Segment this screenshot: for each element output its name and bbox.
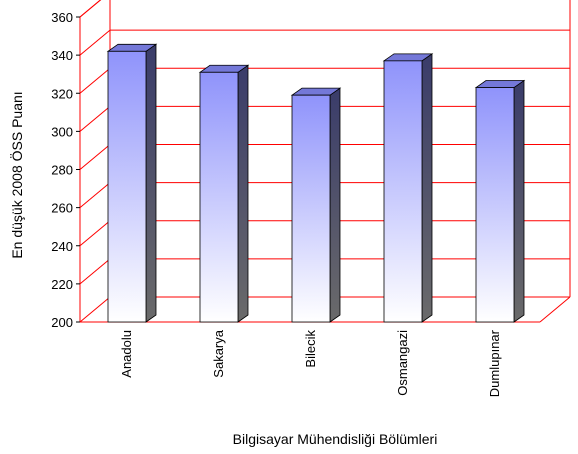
bar-side [329, 87, 341, 323]
bar-front [475, 87, 515, 323]
bar [382, 53, 434, 323]
bar-side [421, 53, 433, 323]
x-axis-title: Bilgisayar Mühendisliği Bölümleri [233, 431, 438, 447]
y-axis-title: En düşük 2008 ÖSS Puanı [8, 91, 25, 258]
bar-front [107, 50, 147, 323]
x-tick-label: Osmangazi [395, 330, 410, 396]
grid-line-depth [79, 296, 111, 323]
grid-line-depth [79, 220, 111, 247]
bars [106, 43, 526, 323]
grid-line-depth [79, 144, 111, 170]
grid-line-depth [79, 29, 111, 56]
x-tick-label: Anadolu [119, 330, 134, 378]
x-tick-label: Dumlupınar [487, 329, 502, 397]
x-tick-label: Bilecik [303, 330, 318, 368]
y-tick-label: 360 [51, 10, 73, 25]
bar-front [383, 60, 423, 323]
grid-line-depth [79, 258, 111, 285]
bar [290, 87, 342, 323]
grid-line-depth [79, 67, 111, 94]
y-tick-label: 320 [51, 86, 73, 101]
x-tick-label: Sakarya [211, 329, 226, 377]
x-axis-categories: Anadolu Sakarya Bilecik Osmangazi Dumlupınar [119, 329, 502, 397]
floor-right-edge [539, 296, 571, 323]
y-axis-ticks: 200 220 240 260 280 300 320 340 360 [51, 10, 80, 330]
bar-side [145, 43, 157, 323]
bar-side [513, 79, 525, 323]
left-wall-top [79, 0, 102, 18]
y-tick-label: 240 [51, 239, 73, 254]
y-tick-label: 280 [51, 163, 73, 178]
grid-line-depth [79, 182, 111, 209]
grid-line-depth [79, 105, 111, 132]
y-tick-label: 340 [51, 48, 73, 63]
y-tick-label: 200 [51, 315, 73, 330]
y-tick-label: 220 [51, 277, 73, 292]
bar-side [237, 64, 249, 323]
grid-line-depth [79, 0, 102, 18]
bar-front [199, 71, 239, 323]
bar [198, 64, 250, 323]
y-tick-label: 260 [51, 201, 73, 216]
bar [474, 79, 526, 323]
bar [106, 43, 158, 323]
bar-front [291, 94, 331, 323]
y-tick-label: 300 [51, 124, 73, 139]
